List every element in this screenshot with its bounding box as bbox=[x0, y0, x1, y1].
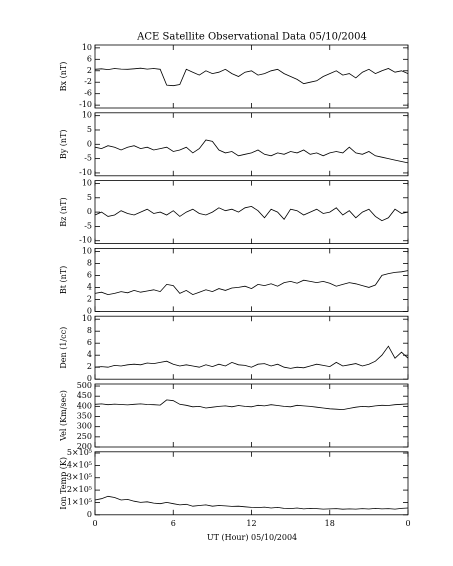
data-line bbox=[94, 139, 409, 164]
y-tick-label: 2×10⁵ bbox=[67, 485, 92, 494]
x-tick-label: 18 bbox=[325, 519, 335, 528]
y-tick-label: 350 bbox=[77, 412, 92, 421]
y-tick-label: 0 bbox=[87, 374, 92, 383]
y-axis-label: Bx (nT) bbox=[59, 62, 68, 92]
x-tick-label: 0 bbox=[405, 519, 410, 528]
y-tick-label: -2 bbox=[84, 77, 92, 86]
data-line bbox=[94, 399, 409, 411]
y-tick-label: 500 bbox=[77, 381, 92, 390]
y-tick-label: 10 bbox=[82, 111, 92, 120]
y-tick-label: 10 bbox=[82, 246, 92, 255]
y-tick-label: 8 bbox=[87, 326, 92, 335]
y-tick-label: 2 bbox=[87, 362, 92, 371]
y-tick-label: 200 bbox=[77, 442, 92, 451]
y-axis-label: Ion Temp (K) bbox=[59, 457, 68, 510]
x-tick-label: 0 bbox=[92, 519, 97, 528]
y-tick-label: 6 bbox=[87, 270, 92, 279]
y-tick-label: 5 bbox=[87, 125, 92, 134]
y-tick-label: 6 bbox=[87, 338, 92, 347]
y-tick-label: 0 bbox=[87, 207, 92, 216]
y-axis-label: Bz (nT) bbox=[59, 197, 68, 226]
y-tick-label: 0 bbox=[87, 510, 92, 519]
y-tick-label: 8 bbox=[87, 258, 92, 267]
y-tick-label: -10 bbox=[79, 100, 92, 109]
y-tick-label: 3×10⁵ bbox=[67, 473, 92, 482]
y-tick-label: 2 bbox=[87, 294, 92, 303]
y-tick-label: 2 bbox=[87, 66, 92, 75]
y-axis-label: Vel (Km/sec) bbox=[59, 390, 68, 442]
figure-title: ACE Satellite Observational Data 05/10/2… bbox=[136, 32, 367, 43]
y-tick-label: 10 bbox=[82, 43, 92, 52]
x-axis-label: UT (Hour) 05/10/2004 bbox=[207, 533, 297, 542]
x-tick-label: 12 bbox=[246, 519, 256, 528]
data-line bbox=[94, 495, 409, 510]
y-axis-label: Bt (nT) bbox=[59, 266, 68, 294]
y-tick-label: -5 bbox=[84, 221, 92, 230]
y-tick-label: 10 bbox=[82, 314, 92, 323]
y-tick-label: -6 bbox=[84, 89, 92, 98]
y-tick-label: -10 bbox=[79, 236, 92, 245]
y-tick-label: 400 bbox=[77, 401, 92, 410]
y-tick-label: -10 bbox=[79, 168, 92, 177]
data-line bbox=[94, 270, 409, 296]
y-tick-label: 4 bbox=[87, 282, 92, 291]
y-tick-label: 250 bbox=[77, 432, 92, 441]
data-line bbox=[94, 345, 409, 369]
y-tick-label: 5 bbox=[87, 193, 92, 202]
x-tick-label: 6 bbox=[171, 519, 176, 528]
y-axis-label: By (nT) bbox=[59, 129, 68, 159]
y-tick-label: 6 bbox=[87, 54, 92, 63]
y-tick-label: 10 bbox=[82, 178, 92, 187]
y-tick-label: 4×10⁵ bbox=[67, 460, 92, 469]
y-tick-label: 0 bbox=[87, 306, 92, 315]
y-tick-label: 1×10⁵ bbox=[67, 497, 92, 506]
data-line bbox=[94, 67, 409, 87]
y-axis-label: Den (1/cc) bbox=[59, 327, 68, 369]
y-tick-label: 4 bbox=[87, 350, 92, 359]
data-line bbox=[94, 205, 409, 222]
y-tick-label: 5×10⁵ bbox=[67, 448, 92, 457]
y-tick-label: 450 bbox=[77, 391, 92, 400]
y-tick-label: 0 bbox=[87, 139, 92, 148]
y-tick-label: -5 bbox=[84, 154, 92, 163]
y-tick-label: 300 bbox=[77, 422, 92, 431]
